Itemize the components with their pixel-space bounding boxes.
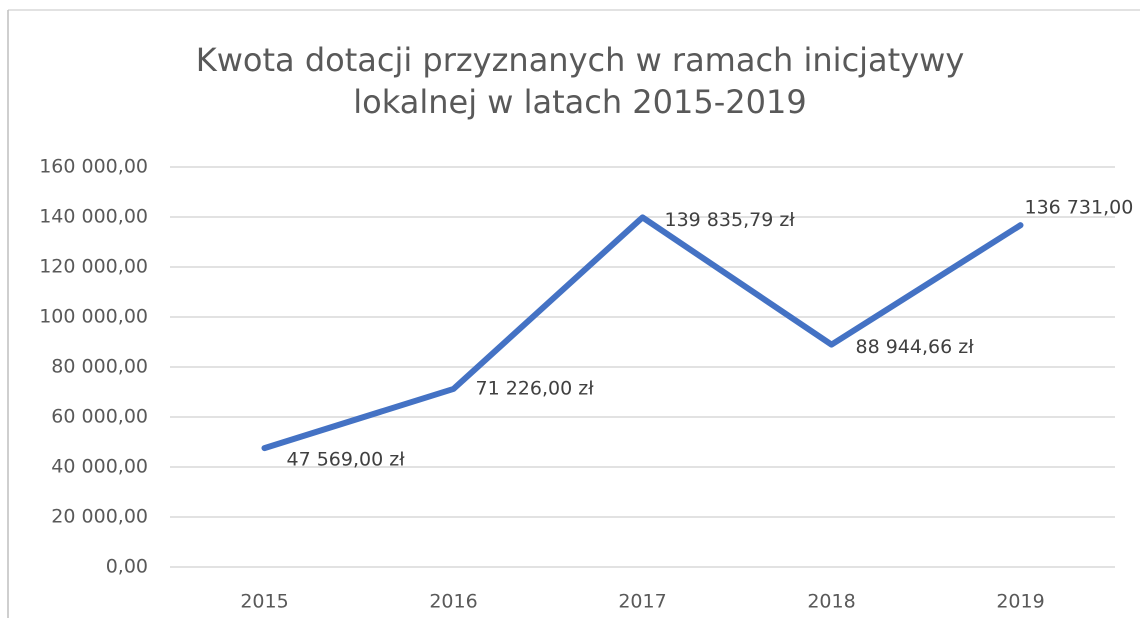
- y-tick-label: 140 000,00: [39, 206, 148, 228]
- x-tick-label: 2016: [429, 591, 477, 613]
- data-label: 136 731,00 zł: [1025, 197, 1140, 219]
- x-tick-label: 2019: [996, 591, 1044, 613]
- line: [261, 214, 1024, 452]
- y-tick-label: 40 000,00: [51, 456, 148, 478]
- y-tick-label: 80 000,00: [51, 356, 148, 378]
- data-label: 88 944,66 zł: [856, 336, 975, 358]
- y-tick-label: 0,00: [106, 556, 148, 578]
- data-label: 47 569,00 zł: [287, 449, 406, 471]
- chart-title: lokalnej w latach 2015-2019: [353, 83, 806, 121]
- x-tick-label: 2017: [618, 591, 666, 613]
- y-tick-label: 60 000,00: [51, 406, 148, 428]
- x-tick-label: 2015: [240, 591, 288, 613]
- data-label: 139 835,79 zł: [665, 209, 796, 231]
- y-tick-label: 160 000,00: [39, 156, 148, 178]
- chart-title: Kwota dotacji przyznanych w ramach inicj…: [196, 41, 965, 79]
- x-tick-label: 2018: [807, 591, 855, 613]
- data-label: 71 226,00 zł: [476, 377, 595, 399]
- y-tick-label: 120 000,00: [39, 256, 148, 278]
- y-tick-label: 100 000,00: [39, 306, 148, 328]
- y-tick-label: 20 000,00: [51, 506, 148, 528]
